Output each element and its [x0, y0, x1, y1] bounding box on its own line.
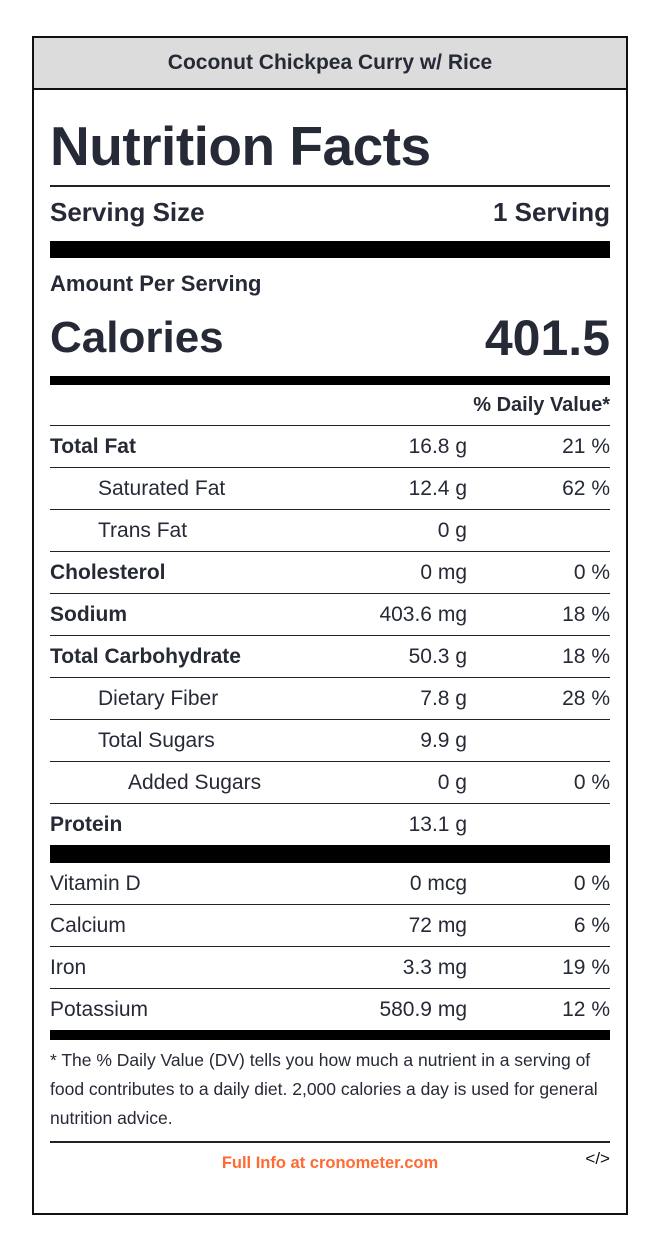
- amount-per-serving: Amount Per Serving: [50, 271, 262, 296]
- thick-divider: [50, 241, 610, 258]
- recipe-title: Coconut Chickpea Curry w/ Rice: [34, 38, 626, 90]
- thick-divider: [50, 1030, 610, 1040]
- nutrient-daily-value: 0 %: [573, 770, 610, 794]
- nutrient-row: Added Sugars 0 g 0 %: [50, 761, 610, 803]
- nutrient-row: Calcium 72 mg 6 %: [50, 904, 610, 946]
- nutrient-row: Sodium 403.6 mg 18 %: [50, 593, 610, 635]
- nutrient-row: Saturated Fat 12.4 g 62 %: [50, 467, 610, 509]
- nutrient-name: Total Fat: [50, 434, 136, 458]
- nutrient-daily-value: 12 %: [562, 997, 610, 1021]
- nutrient-daily-value: 6 %: [573, 913, 610, 937]
- embed-code-icon[interactable]: </>: [585, 1149, 610, 1168]
- nutrient-row: Potassium 580.9 mg 12 %: [50, 988, 610, 1030]
- divider: [50, 185, 610, 187]
- nutrient-row: Dietary Fiber 7.8 g 28 %: [50, 677, 610, 719]
- nutrition-label: Coconut Chickpea Curry w/ Rice Nutrition…: [32, 36, 628, 1215]
- nutrient-name: Total Carbohydrate: [50, 644, 241, 668]
- daily-value-header: % Daily Value*: [473, 394, 610, 416]
- nutrient-amount: 50.3 g: [408, 644, 467, 668]
- nutrient-row: Protein 13.1 g: [50, 803, 610, 845]
- nutrient-amount: 403.6 mg: [379, 602, 467, 626]
- nutrient-row: Cholesterol 0 mg 0 %: [50, 551, 610, 593]
- nutrient-amount: 0 mg: [420, 560, 467, 584]
- nutrient-daily-value: 28 %: [562, 686, 610, 710]
- serving-size-row: Serving Size 1 Serving: [50, 187, 610, 237]
- nutrient-row: Total Sugars 9.9 g: [50, 719, 610, 761]
- nutrient-row: Iron 3.3 mg 19 %: [50, 946, 610, 988]
- nutrient-amount: 0 mcg: [409, 871, 467, 895]
- nutrient-amount: 7.8 g: [420, 686, 467, 710]
- nutrient-amount: 9.9 g: [420, 728, 467, 752]
- nutrient-amount: 0 g: [437, 518, 467, 542]
- footnote: * The % Daily Value (DV) tells you how m…: [50, 1050, 598, 1128]
- thick-divider: [50, 845, 610, 863]
- nutrient-amount: 580.9 mg: [379, 997, 467, 1021]
- nutrient-name: Dietary Fiber: [98, 686, 219, 710]
- nutrient-name: Total Sugars: [98, 728, 215, 752]
- nutrient-daily-value: 0 %: [573, 871, 610, 895]
- nutrient-amount: 16.8 g: [408, 434, 467, 458]
- calories-label: Calories: [50, 313, 224, 362]
- serving-size-value: 1 Serving: [492, 196, 610, 227]
- cronometer-link[interactable]: Full Info at cronometer.com: [221, 1153, 439, 1172]
- nutrient-daily-value: 18 %: [562, 644, 610, 668]
- nutrient-daily-value: 0 %: [573, 560, 610, 584]
- nutrient-amount: 12.4 g: [408, 476, 467, 500]
- thick-divider: [50, 376, 610, 385]
- nutrient-row: Total Carbohydrate 50.3 g 18 %: [50, 635, 610, 677]
- nutrient-name: Protein: [50, 812, 123, 836]
- nutrient-name: Vitamin D: [50, 871, 141, 895]
- calories-value: 401.5: [484, 310, 610, 366]
- nutrient-name: Added Sugars: [128, 770, 262, 794]
- nutrient-name: Calcium: [50, 913, 126, 937]
- nutrient-name: Sodium: [50, 602, 127, 626]
- nutrient-name: Saturated Fat: [98, 476, 226, 500]
- nutrient-daily-value: 62 %: [562, 476, 610, 500]
- serving-size-label: Serving Size: [50, 196, 205, 227]
- nutrient-name: Potassium: [50, 997, 149, 1021]
- nutrient-name: Trans Fat: [98, 518, 188, 542]
- nutrient-name: Iron: [50, 955, 87, 979]
- nutrient-daily-value: 19 %: [562, 955, 610, 979]
- nutrient-row: Total Fat 16.8 g 21 %: [50, 425, 610, 467]
- nutrient-row: Trans Fat 0 g: [50, 509, 610, 551]
- nutrient-daily-value: 21 %: [562, 434, 610, 458]
- nutrient-amount: 13.1 g: [408, 812, 467, 836]
- nutrition-facts-title: Nutrition Facts: [50, 115, 431, 177]
- nutrient-amount: 0 g: [437, 770, 467, 794]
- nutrient-amount: 72 mg: [408, 913, 467, 937]
- nutrient-amount: 3.3 mg: [402, 955, 467, 979]
- nutrient-name: Cholesterol: [50, 560, 166, 584]
- nutrient-daily-value: 18 %: [562, 602, 610, 626]
- divider: [50, 1141, 610, 1143]
- calories-row: Calories 401.5: [50, 300, 610, 376]
- nutrient-row: Vitamin D 0 mcg 0 %: [50, 863, 610, 904]
